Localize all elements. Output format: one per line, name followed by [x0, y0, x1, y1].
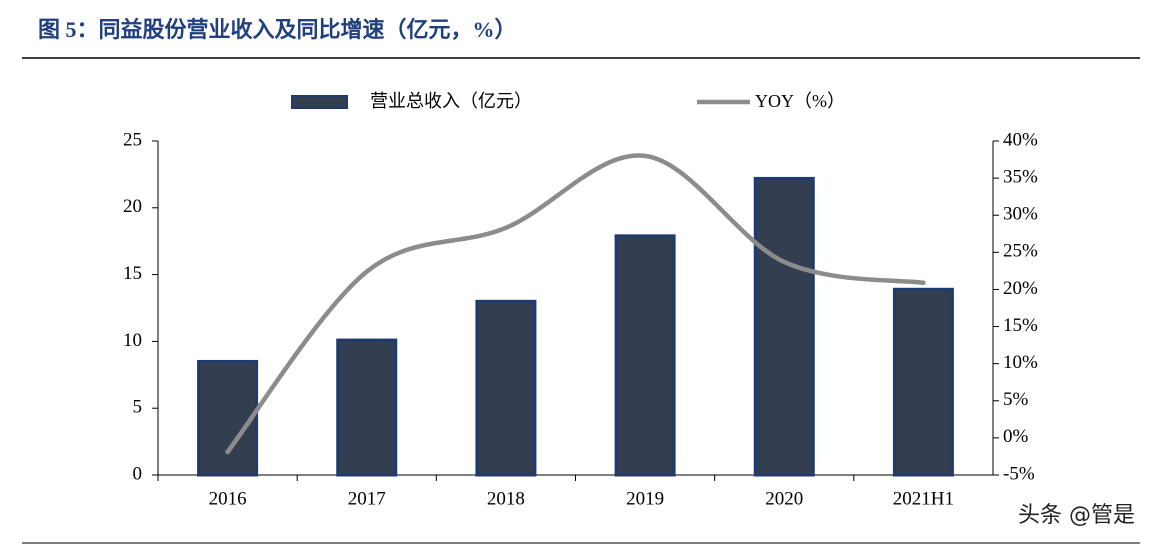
legend-label: 营业总收入（亿元）	[370, 91, 532, 111]
watermark: 头条 @管是	[1018, 503, 1135, 528]
y2-tick-label: 10%	[1003, 352, 1038, 373]
x-tick-label: 2016	[209, 488, 247, 509]
bar	[336, 338, 398, 477]
y2-tick-label: 5%	[1003, 389, 1029, 410]
chart-title: 图 5：同益股份营业收入及同比增速（亿元，%）	[38, 17, 517, 42]
y-tick-label: 10	[123, 330, 142, 351]
line	[225, 153, 926, 455]
y-tick-label: 20	[123, 196, 142, 217]
y-tick-label: 0	[133, 463, 143, 484]
y2-tick-label: 30%	[1003, 204, 1038, 225]
x-tick-label: 2018	[487, 488, 525, 509]
y2-tick-label: 25%	[1003, 241, 1038, 262]
legend-swatch	[291, 95, 348, 109]
y2-tick-label: -5%	[1003, 463, 1035, 484]
x-tick-label: 2017	[348, 488, 386, 509]
y2-tick-label: 35%	[1003, 166, 1038, 187]
x-tick-label: 2020	[765, 488, 803, 509]
y2-tick-label: 20%	[1003, 278, 1038, 299]
y2-tick-label: 40%	[1003, 129, 1038, 150]
x-tick-label: 2021H1	[893, 488, 954, 509]
y-tick-label: 25	[123, 129, 142, 150]
bar	[892, 287, 954, 477]
x-tick-label: 2019	[626, 488, 664, 509]
y-tick-label: 15	[123, 263, 142, 284]
y-tick-label: 5	[133, 397, 143, 418]
bar	[614, 234, 676, 477]
bar	[197, 359, 259, 477]
y2-tick-label: 0%	[1003, 426, 1029, 447]
y2-tick-label: 15%	[1003, 315, 1038, 336]
bar	[753, 176, 815, 477]
legend-label: YOY（%）	[755, 91, 845, 111]
bar	[475, 299, 537, 477]
